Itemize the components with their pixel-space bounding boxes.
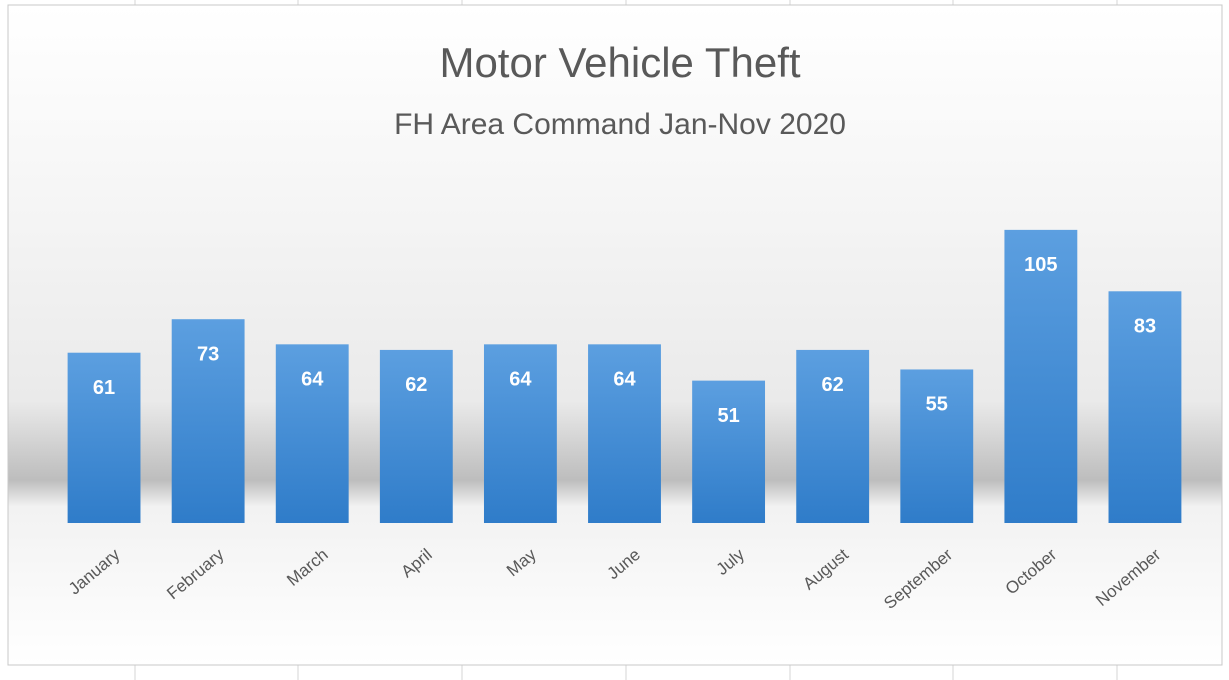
bar (67, 352, 141, 523)
data-label: 73 (197, 343, 219, 365)
data-label: 55 (926, 394, 948, 416)
data-label: 62 (405, 374, 427, 396)
data-label: 83 (1134, 316, 1156, 338)
data-label: 62 (822, 374, 844, 396)
data-label: 64 (613, 369, 636, 391)
bar (379, 349, 453, 523)
bar (1108, 291, 1182, 523)
data-label: 105 (1024, 254, 1057, 276)
bar (900, 369, 974, 523)
data-label: 61 (93, 377, 115, 399)
bar (1004, 229, 1078, 523)
data-label: 64 (301, 369, 324, 391)
data-label: 64 (509, 369, 532, 391)
bar (275, 344, 349, 523)
chart-subtitle: FH Area Command Jan-Nov 2020 (394, 108, 846, 141)
bar (483, 344, 557, 523)
bar (588, 344, 661, 523)
data-label: 51 (717, 405, 739, 427)
bar (692, 380, 766, 523)
plot: 61January73February64March62April64May64… (65, 229, 1182, 613)
chart-title: Motor Vehicle Theft (439, 39, 800, 86)
bar (171, 319, 245, 523)
bar (796, 349, 870, 523)
